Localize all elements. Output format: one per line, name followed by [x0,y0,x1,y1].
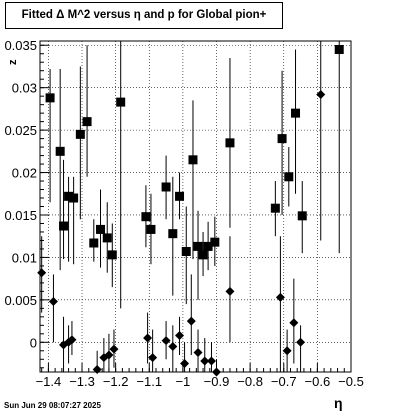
diamond-marker [186,316,196,326]
diamond-marker [206,356,216,366]
square-marker [291,108,301,118]
tick-labels: −1.4 −1.3 −1.2 −1.1 −1 −0.9 −0.8 −0.7 −0.6 −0.5 0 0… [4,38,363,389]
diamond-marker [200,356,210,366]
square-marker [89,238,99,248]
square-marker [146,224,156,234]
square-marker [175,191,185,201]
diamond-marker [143,333,153,343]
square-marker [168,229,178,239]
square-marker [82,117,92,127]
diamond-marker [282,346,292,356]
square-marker [64,191,74,201]
x-tick-label: −1 [175,374,190,389]
diamond-marker [316,89,326,99]
diamond-marker [148,353,158,363]
square-marker [161,182,171,192]
y-tick-label: 0.025 [4,123,37,138]
square-marker [45,93,55,103]
y-tick-label: 0 [30,335,37,350]
diamond-marker [104,350,114,360]
x-tick-label: −0.7 [271,374,297,389]
diamond-marker [225,286,235,296]
y-tick-label: 0.035 [4,38,37,53]
square-marker [107,250,117,260]
square-marker [188,155,198,165]
square-marker [270,203,280,213]
square-marker [59,221,69,231]
square-marker [225,138,235,148]
x-axis-title: η [334,395,343,411]
x-tick-label: −0.5 [338,374,364,389]
square-marker [181,246,191,256]
diamond-marker [289,318,299,328]
square-marker [284,172,294,182]
square-marker [102,233,112,243]
y-tick-label: 0.03 [12,81,37,96]
diamond-marker [67,335,77,345]
square-marker [55,146,65,156]
x-tick-label: −0.8 [237,374,263,389]
x-tick-label: −1.3 [69,374,95,389]
square-marker [75,129,85,139]
square-marker [141,212,151,222]
square-marker [334,44,344,54]
diamond-marker [37,268,47,278]
y-axis-title: z [7,59,19,65]
axis-ticks [40,44,352,372]
diamond-marker [109,344,119,354]
square-marker [203,241,213,251]
y-tick-label: 0.02 [12,166,37,181]
diamond-marker [168,342,178,352]
square-marker [69,193,79,203]
y-tick-label: 0.01 [12,250,37,265]
x-tick-label: −0.6 [305,374,331,389]
diamond-marker [180,359,190,369]
y-tick-label: 0.015 [4,208,37,223]
square-marker [277,134,287,144]
x-tick-label: −1.4 [36,374,62,389]
square-marker [210,237,220,247]
diamond-marker [175,331,185,341]
data-markers [37,44,344,377]
diamond-marker [161,336,171,346]
x-tick-label: −0.9 [204,374,230,389]
diamond-marker [92,364,102,374]
error-bars [41,41,340,372]
x-tick-label: −1.1 [136,374,162,389]
square-marker [193,241,203,251]
square-marker [116,97,126,107]
y-tick-label: 0.005 [4,293,37,308]
timestamp-footer: Sun Jun 29 08:07:27 2025 [4,401,101,410]
square-marker [198,250,208,260]
square-marker [96,224,106,234]
square-marker [297,211,307,221]
x-tick-label: −1.2 [103,374,129,389]
diamond-marker [296,337,306,347]
diamond-marker [48,297,58,307]
chart-title: Fitted Δ M^2 versus η and p for Global p… [5,2,283,29]
diamond-marker [275,292,285,302]
diamond-marker [193,347,203,357]
